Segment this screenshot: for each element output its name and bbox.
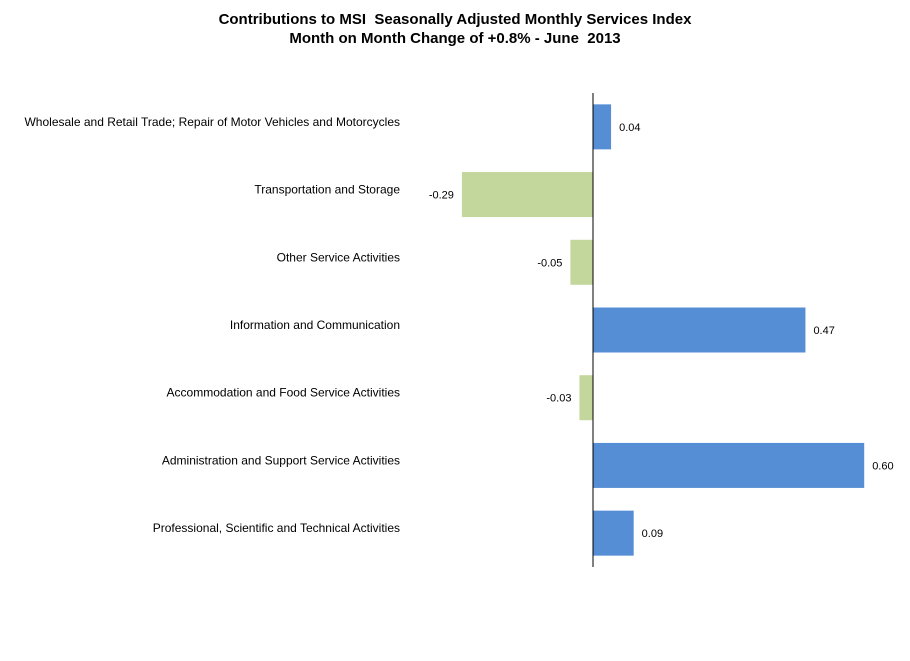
bar-1: [461, 172, 593, 218]
chart-title-line2: Month on Month Change of +0.8% - June 20…: [289, 30, 621, 47]
category-label-6: Professional, Scientific and Technical A…: [153, 521, 400, 535]
category-label-0: Wholesale and Retail Trade; Repair of Mo…: [24, 115, 400, 129]
bar-2: [570, 239, 593, 285]
category-label-5: Administration and Support Service Activ…: [162, 453, 400, 467]
category-label-3: Information and Communication: [230, 318, 400, 332]
chart-title: Contributions to MSI Seasonally Adjusted…: [0, 10, 910, 48]
data-label-1: -0.29: [429, 190, 454, 202]
data-label-5: 0.60: [872, 460, 893, 472]
data-label-0: 0.04: [619, 122, 640, 134]
data-label-4: -0.03: [546, 393, 571, 405]
category-label-4: Accommodation and Food Service Activitie…: [167, 386, 400, 400]
bar-5: [593, 442, 865, 488]
bar-3: [593, 307, 806, 353]
category-label-1: Transportation and Storage: [254, 183, 400, 197]
category-label-2: Other Service Activities: [277, 250, 400, 264]
data-label-3: 0.47: [813, 325, 834, 337]
bar-6: [593, 510, 634, 556]
data-label-6: 0.09: [642, 528, 663, 540]
data-label-2: -0.05: [537, 257, 562, 269]
bar-0: [593, 104, 612, 150]
bar-4: [579, 375, 593, 421]
chart-title-line1: Contributions to MSI Seasonally Adjusted…: [218, 11, 692, 28]
